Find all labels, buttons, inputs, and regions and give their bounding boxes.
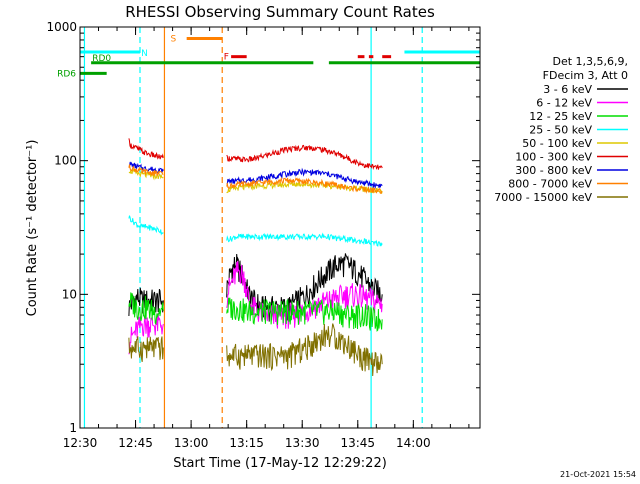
legend-entry-4: 50 - 100 keV <box>522 137 592 150</box>
flag-label-n: N <box>141 49 148 59</box>
flag-label-f: F <box>224 53 229 63</box>
flag-bars: RD0 RD6 N S F <box>57 35 480 79</box>
y-tick-label-1: 10 <box>62 287 77 301</box>
series-segment-3-0 <box>128 215 164 236</box>
series-segment-6-1 <box>226 167 383 190</box>
legend-header-line-1: Det 1,3,5,6,9, <box>552 55 628 68</box>
date-stamp: 21-Oct-2021 15:54 <box>560 470 636 479</box>
series-segment-3-1 <box>226 232 383 247</box>
series-segment-8-1 <box>226 323 383 377</box>
x-axis-label: Start Time (17-May-12 12:29:22) <box>173 456 387 471</box>
y-tick-label-0: 1 <box>69 421 77 435</box>
series-segment-8-0 <box>128 336 164 362</box>
series-800-7000-kev <box>128 164 383 194</box>
x-tick-label-2: 13:00 <box>174 436 209 450</box>
legend-entry-8: 7000 - 15000 keV <box>494 191 592 204</box>
x-tick-label-4: 13:30 <box>285 436 320 450</box>
y-tick-label-2: 100 <box>54 154 77 168</box>
series-segment-5-0 <box>128 138 164 160</box>
series-segment-7-0 <box>128 164 164 177</box>
series-segment-5-1 <box>226 144 383 170</box>
marker-lines <box>83 27 423 428</box>
legend-entry-3: 25 - 50 keV <box>529 124 592 137</box>
axes-group: 12:30 12:45 13:00 13:15 13:30 13:45 14:00 1 10 10… <box>46 20 481 450</box>
series-group <box>128 138 383 377</box>
flag-label-rd0: RD0 <box>92 54 111 64</box>
flag-label-rd6: RD6 <box>57 69 76 79</box>
series-100-300-kev <box>128 138 383 170</box>
legend-entry-6: 300 - 800 keV <box>515 164 592 177</box>
y-tick-label-3: 1000 <box>46 20 77 34</box>
x-tick-label-1: 12:45 <box>118 436 153 450</box>
legend-entry-5: 100 - 300 keV <box>515 151 592 164</box>
series-segment-0-1 <box>226 253 383 322</box>
legend-entry-2: 12 - 25 keV <box>529 110 592 123</box>
flag-label-s: S <box>170 35 176 45</box>
x-tick-label-6: 14:00 <box>396 436 431 450</box>
plot-frame <box>79 26 481 429</box>
legend-entry-0: 3 - 6 keV <box>543 83 592 96</box>
series-segment-1-0 <box>128 312 164 355</box>
legend-entry-7: 800 - 7000 keV <box>508 178 592 191</box>
x-tick-label-3: 13:15 <box>229 436 264 450</box>
y-axis-label: Count Rate (s⁻¹ detector⁻¹) <box>25 140 40 317</box>
x-tick-label-0: 12:30 <box>63 436 98 450</box>
chart-title: RHESSI Observing Summary Count Rates <box>125 3 435 21</box>
series-segment-2-0 <box>128 292 164 326</box>
series-segment-7-1 <box>226 176 383 194</box>
legend-entry-1: 6 - 12 keV <box>536 97 592 110</box>
legend-header-line-2: FDecim 3, Att 0 <box>543 69 628 82</box>
series-7000-15000-kev <box>128 323 383 377</box>
series-12-25-kev <box>128 292 383 332</box>
x-tick-label-5: 13:45 <box>340 436 375 450</box>
series-segment-2-1 <box>226 297 383 332</box>
series-25-50-kev <box>128 215 383 247</box>
